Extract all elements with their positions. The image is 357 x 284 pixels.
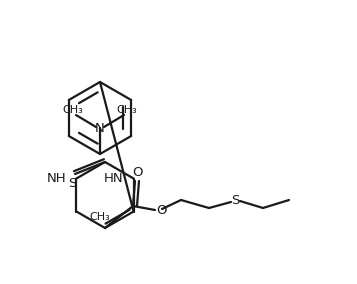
Text: CH₃: CH₃ [89, 212, 110, 222]
Text: O: O [132, 166, 142, 179]
Text: S: S [68, 176, 76, 189]
Text: CH₃: CH₃ [117, 105, 137, 115]
Text: S: S [231, 193, 239, 206]
Text: O: O [156, 204, 166, 216]
Text: HN: HN [104, 172, 124, 185]
Text: N: N [95, 122, 105, 135]
Text: CH₃: CH₃ [62, 105, 84, 115]
Text: NH: NH [47, 172, 66, 185]
